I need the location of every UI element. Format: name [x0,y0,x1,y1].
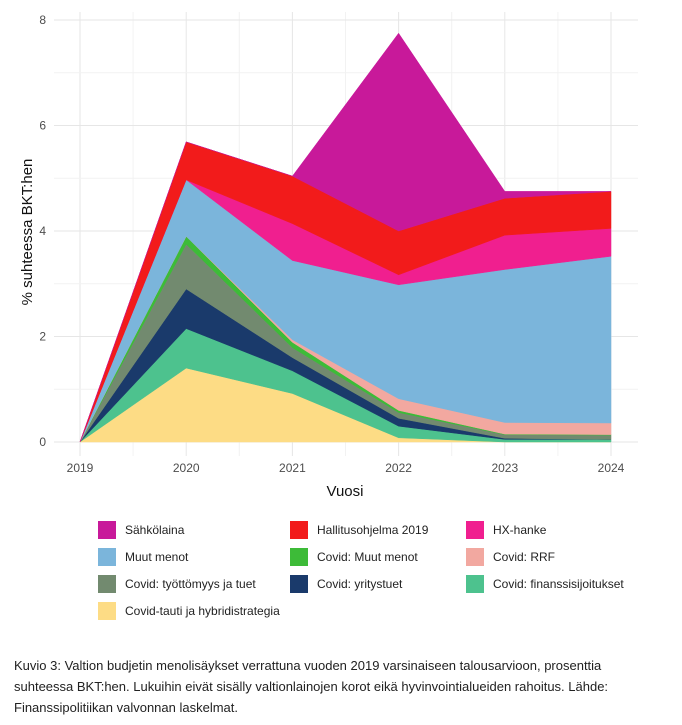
y-tick-label: 0 [39,435,46,449]
legend-label: Sähkölaina [125,522,185,537]
legend-label: Muut menot [125,549,189,564]
legend-swatch [98,520,116,539]
y-tick-label: 8 [39,13,46,27]
legend-label: HX-hanke [493,522,547,537]
y-tick-label: 6 [39,119,46,133]
legend-label: Covid: yritystuet [317,576,403,591]
x-tick-label: 2020 [173,461,200,475]
legend-item-covid-tyottomyys: Covid: työttömyys ja tuet [98,574,290,593]
y-axis-ticks: 0 2 4 6 8 [39,13,46,449]
legend-swatch [98,574,116,593]
legend-label: Covid-tauti ja hybridistrategia [125,603,280,618]
area-sähkölaina [79,32,612,443]
legend-item-hx-hanke: HX-hanke [466,520,656,539]
legend-item-sahkolaina: Sähkölaina [98,520,290,539]
legend-swatch [466,547,484,566]
legend-swatch [466,574,484,593]
y-axis-title: % suhteessa BKT:hen [19,159,36,306]
legend-swatch [290,574,308,593]
legend-swatch [290,547,308,566]
legend-item-covid-tauti: Covid-tauti ja hybridistrategia [98,601,290,620]
legend-item-covid-yritystuet: Covid: yritystuet [290,574,466,593]
legend-label: Covid: Muut menot [317,549,418,564]
legend-item-hallitusohjelma: Hallitusohjelma 2019 [290,520,466,539]
legend-swatch [466,520,484,539]
legend-swatch [98,601,116,620]
x-tick-label: 2021 [279,461,306,475]
legend-label: Hallitusohjelma 2019 [317,522,429,537]
legend-item-muut-menot: Muut menot [98,547,290,566]
x-tick-label: 2022 [385,461,412,475]
legend-item-covid-rrf: Covid: RRF [466,547,656,566]
y-tick-label: 2 [39,330,46,344]
area-series [79,32,612,443]
x-axis-title: Vuosi [327,483,364,500]
legend: Sähkölaina Hallitusohjelma 2019 HX-hanke… [98,520,658,620]
legend-swatch [98,547,116,566]
y-tick-label: 4 [39,224,46,238]
legend-label: Covid: työttömyys ja tuet [125,576,256,591]
legend-label: Covid: RRF [493,549,556,564]
x-axis-ticks: 2019 2020 2021 2022 2023 2024 [67,461,625,475]
legend-label: Covid: finanssisijoitukset [493,576,624,591]
x-tick-label: 2024 [598,461,625,475]
legend-item-covid-finanssisijoitukset: Covid: finanssisijoitukset [466,574,656,593]
x-tick-label: 2019 [67,461,94,475]
legend-item-covid-muut-menot: Covid: Muut menot [290,547,466,566]
stacked-area-chart: 0 2 4 6 8 2019 2020 2021 2022 2023 2024 Vuosi % s… [19,12,638,500]
figure-caption: Kuvio 3: Valtion budjetin menolisäykset … [14,658,609,715]
legend-swatch [290,520,308,539]
x-tick-label: 2023 [491,461,518,475]
